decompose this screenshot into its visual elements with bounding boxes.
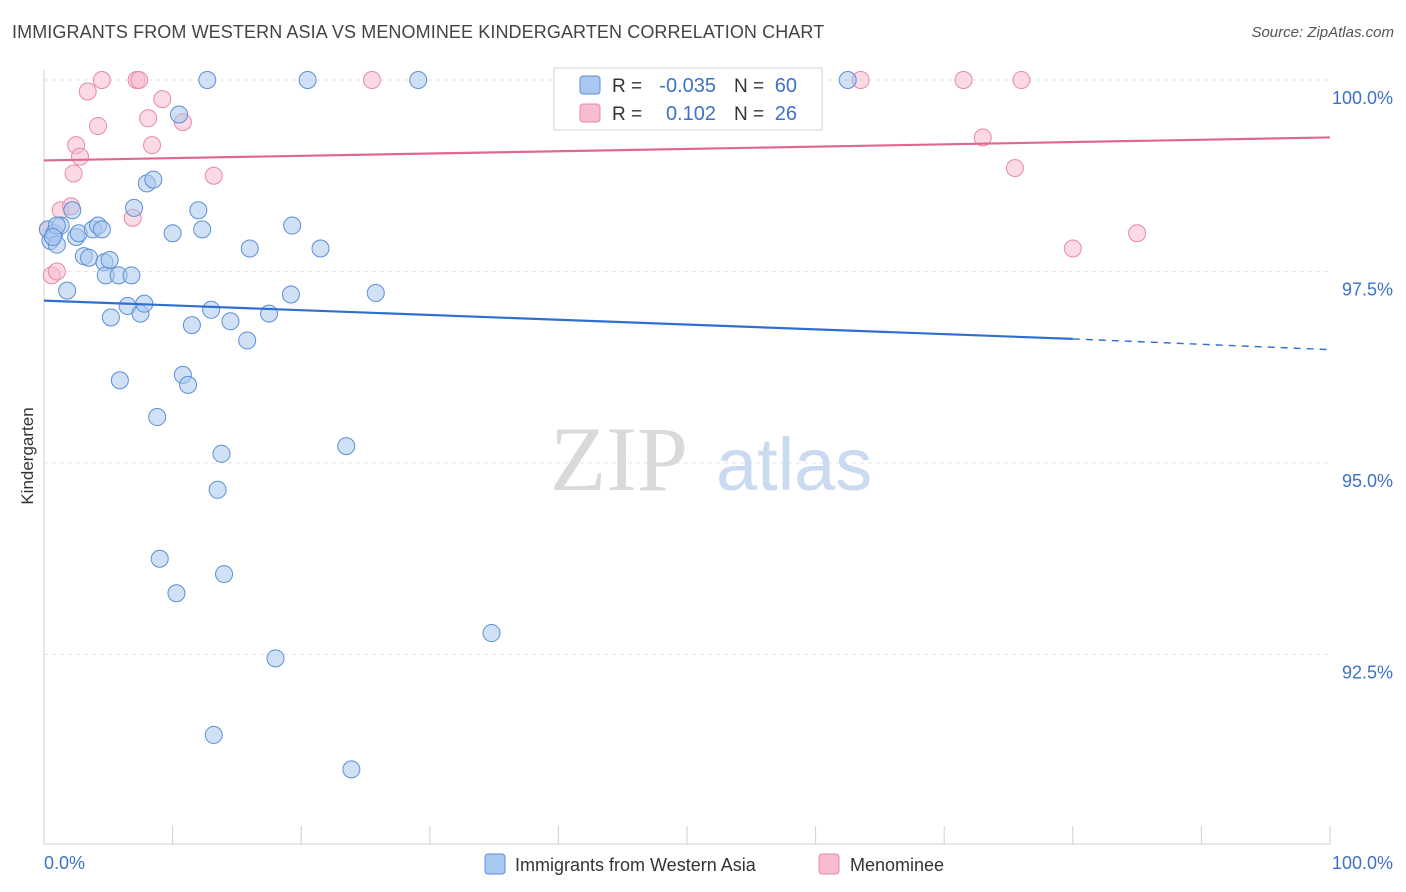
data-point-western-asia xyxy=(110,371,129,390)
legend-box: R = -0.035 N = 60 R = 0.102 N = 26 xyxy=(553,67,823,131)
bottom-legend-swatch-blue xyxy=(484,853,506,875)
data-point-menominee xyxy=(64,164,83,183)
legend-n-value-2: 26 xyxy=(775,103,797,125)
data-point-menominee xyxy=(973,128,992,147)
bottom-legend-label-blue: Immigrants from Western Asia xyxy=(515,855,757,875)
data-point-western-asia xyxy=(238,331,257,350)
trend-line-western-asia-extension xyxy=(1072,338,1331,351)
data-point-western-asia xyxy=(482,624,501,643)
legend-swatch-pink xyxy=(579,103,601,123)
trend-line-menominee xyxy=(43,136,1331,162)
data-point-western-asia xyxy=(202,300,221,319)
watermark-zip: ZIP xyxy=(550,408,688,510)
data-point-western-asia xyxy=(58,281,77,300)
data-point-western-asia xyxy=(44,228,63,247)
data-point-menominee xyxy=(47,262,66,281)
data-point-western-asia xyxy=(144,170,163,189)
data-point-western-asia xyxy=(298,71,317,89)
data-point-menominee xyxy=(92,71,111,89)
data-point-western-asia xyxy=(179,375,198,394)
data-point-menominee xyxy=(954,71,973,89)
data-point-menominee xyxy=(89,116,108,135)
legend-r-label-1: R = xyxy=(612,76,642,97)
data-point-menominee xyxy=(1005,159,1024,178)
data-point-western-asia xyxy=(215,565,234,584)
legend-r-label-2: R = xyxy=(612,104,642,125)
data-point-western-asia xyxy=(311,239,330,258)
data-point-western-asia xyxy=(170,105,189,124)
data-point-western-asia xyxy=(838,71,857,89)
data-point-western-asia xyxy=(101,308,120,327)
y-tick-label: 95.0% xyxy=(1342,471,1393,491)
data-point-western-asia xyxy=(204,725,223,744)
data-point-western-asia xyxy=(189,201,208,220)
data-point-western-asia xyxy=(283,216,302,235)
y-tick-label: 100.0% xyxy=(1332,88,1393,108)
menominee-points xyxy=(38,71,1147,285)
data-point-western-asia xyxy=(122,266,141,285)
data-point-western-asia xyxy=(193,220,212,239)
data-point-western-asia xyxy=(266,649,285,668)
data-point-menominee xyxy=(71,147,90,166)
data-point-western-asia xyxy=(150,549,169,568)
data-point-menominee xyxy=(1012,71,1031,89)
trend-lines xyxy=(43,136,1331,351)
data-point-menominee xyxy=(204,166,223,185)
data-point-menominee xyxy=(143,136,162,155)
bottom-legend-swatch-pink xyxy=(818,853,840,875)
x-axis-ticks xyxy=(43,826,1331,844)
legend-n-label-2: N = xyxy=(734,104,764,125)
data-point-menominee xyxy=(1063,239,1082,258)
data-point-western-asia xyxy=(409,71,428,89)
data-point-western-asia xyxy=(100,251,119,270)
data-point-western-asia xyxy=(240,239,259,258)
data-point-menominee xyxy=(1128,224,1147,243)
data-point-western-asia xyxy=(221,312,240,331)
x-tick-label-min: 0.0% xyxy=(44,853,85,873)
x-tick-label-max: 100.0% xyxy=(1332,853,1393,873)
data-point-western-asia xyxy=(212,444,231,463)
bottom-legend: Immigrants from Western Asia Menominee xyxy=(484,853,944,875)
data-point-menominee xyxy=(78,82,97,101)
y-tick-label: 97.5% xyxy=(1342,280,1393,300)
data-point-western-asia xyxy=(92,220,111,239)
data-point-western-asia xyxy=(125,198,144,217)
data-point-western-asia xyxy=(80,248,99,267)
legend-r-value-1: -0.035 xyxy=(659,75,716,97)
chart-title: IMMIGRANTS FROM WESTERN ASIA VS MENOMINE… xyxy=(12,22,825,42)
grid-lines xyxy=(44,79,1330,655)
data-point-western-asia xyxy=(148,408,167,427)
source-label: Source: ZipAtlas.com xyxy=(1251,24,1394,41)
y-axis-label: Kindergarten xyxy=(18,407,37,504)
data-point-menominee xyxy=(130,71,149,89)
trend-line-western-asia xyxy=(43,299,1073,341)
data-point-western-asia xyxy=(163,224,182,243)
data-point-western-asia xyxy=(281,285,300,304)
watermark-atlas: atlas xyxy=(716,423,872,506)
data-point-western-asia xyxy=(208,480,227,499)
y-tick-labels: 100.0% 97.5% 95.0% 92.5% xyxy=(1332,88,1393,683)
data-point-menominee xyxy=(153,90,172,109)
legend-swatch-blue xyxy=(579,75,601,95)
bottom-legend-label-pink: Menominee xyxy=(850,855,944,875)
data-point-menominee xyxy=(362,71,381,89)
y-tick-label: 92.5% xyxy=(1342,663,1393,683)
data-point-western-asia xyxy=(342,760,361,779)
data-point-western-asia xyxy=(167,584,186,603)
data-point-western-asia xyxy=(366,283,385,302)
legend-r-value-2: 0.102 xyxy=(666,103,716,125)
legend-n-value-1: 60 xyxy=(775,75,797,97)
data-point-western-asia xyxy=(198,71,217,89)
data-point-western-asia xyxy=(337,437,356,456)
western-asia-points xyxy=(38,71,857,779)
data-point-menominee xyxy=(139,109,158,128)
legend-n-label-1: N = xyxy=(734,76,764,97)
data-point-western-asia xyxy=(182,316,201,335)
data-point-western-asia xyxy=(63,201,82,220)
